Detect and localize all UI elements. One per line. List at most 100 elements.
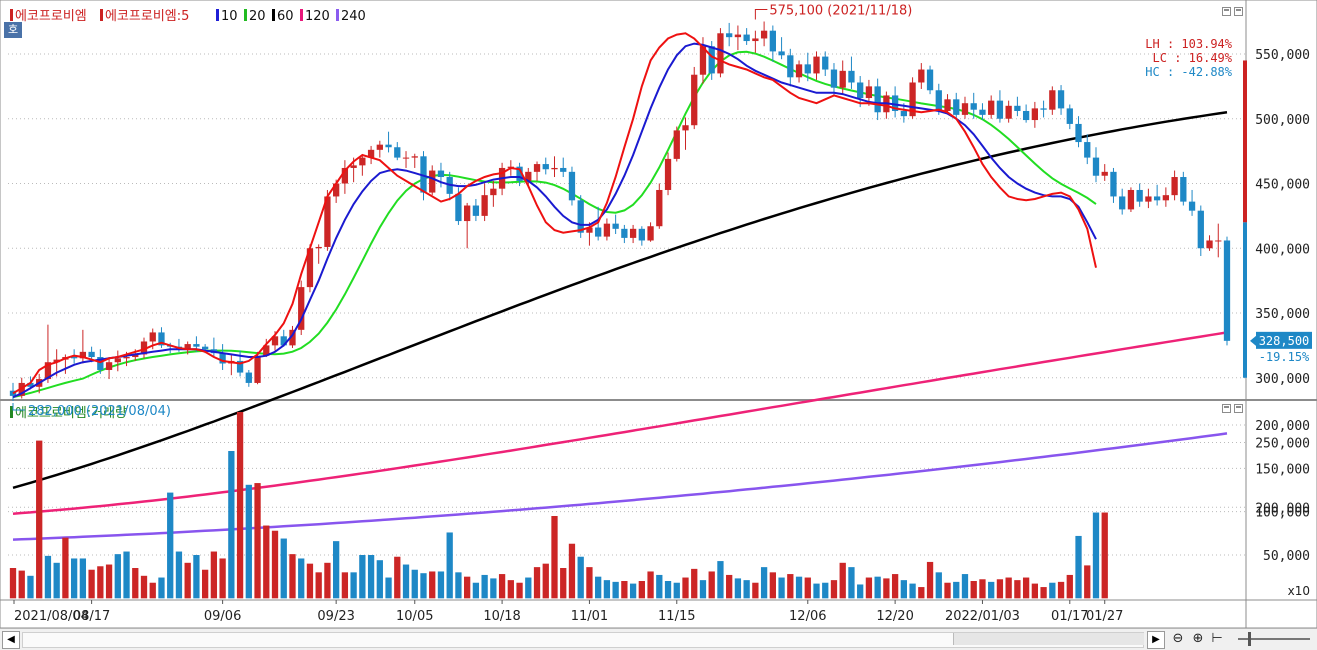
candle-body[interactable] xyxy=(219,353,226,364)
volume-bar[interactable] xyxy=(752,582,759,599)
volume-bar[interactable] xyxy=(446,532,453,599)
candle-body[interactable] xyxy=(533,164,541,172)
volume-bar[interactable] xyxy=(865,577,873,599)
volume-bar[interactable] xyxy=(464,576,471,599)
candle-body[interactable] xyxy=(1084,142,1091,158)
volume-bar[interactable] xyxy=(27,575,34,599)
volume-bar[interactable] xyxy=(306,563,314,599)
candle-body[interactable] xyxy=(647,226,654,241)
candle-body[interactable] xyxy=(961,103,969,115)
candle-body[interactable] xyxy=(691,74,698,126)
volume-bar[interactable] xyxy=(542,563,549,599)
candle-body[interactable] xyxy=(944,99,951,111)
volume-bar[interactable] xyxy=(595,576,602,599)
candle-body[interactable] xyxy=(1049,90,1056,110)
candle-body[interactable] xyxy=(402,157,410,159)
candle-body[interactable] xyxy=(140,341,148,355)
candle-body[interactable] xyxy=(1145,196,1152,202)
volume-bar[interactable] xyxy=(769,572,776,599)
candle-body[interactable] xyxy=(1162,195,1170,201)
volume-bar[interactable] xyxy=(193,555,200,599)
candle-body[interactable] xyxy=(18,382,25,396)
candle-body[interactable] xyxy=(865,86,873,99)
candle-body[interactable] xyxy=(891,95,899,111)
candle-body[interactable] xyxy=(1119,196,1126,210)
volume-bar[interactable] xyxy=(883,578,890,599)
candle-body[interactable] xyxy=(586,227,593,233)
chart-type-icon[interactable]: 호 xyxy=(4,22,22,38)
volume-bar[interactable] xyxy=(376,560,383,599)
maximize-price-pane-icon[interactable] xyxy=(1234,7,1243,16)
volume-bar[interactable] xyxy=(857,584,864,599)
candle-body[interactable] xyxy=(621,228,628,238)
volume-bar[interactable] xyxy=(682,577,689,599)
candle-body[interactable] xyxy=(848,70,855,83)
minimize-volume-pane-icon[interactable] xyxy=(1222,404,1231,413)
candle-body[interactable] xyxy=(874,86,881,113)
maximize-volume-pane-icon[interactable] xyxy=(1234,404,1243,413)
volume-bar[interactable] xyxy=(551,516,558,599)
candle-body[interactable] xyxy=(577,200,584,233)
volume-bar[interactable] xyxy=(140,575,148,599)
candle-body[interactable] xyxy=(184,344,191,350)
volume-bar[interactable] xyxy=(105,564,113,599)
volume-bar[interactable] xyxy=(18,570,25,599)
candle-body[interactable] xyxy=(298,287,305,330)
candle-body[interactable] xyxy=(1180,177,1187,202)
volume-bar[interactable] xyxy=(813,583,820,599)
scroll-thumb[interactable] xyxy=(953,633,1144,645)
candle-body[interactable] xyxy=(699,46,707,75)
candle-body[interactable] xyxy=(123,357,130,359)
volume-bar[interactable] xyxy=(1049,582,1056,599)
volume-bar[interactable] xyxy=(367,555,375,599)
candle-body[interactable] xyxy=(420,156,427,193)
candle-body[interactable] xyxy=(603,223,611,237)
candle-body[interactable] xyxy=(813,56,820,74)
candle-body[interactable] xyxy=(656,189,663,227)
candle-body[interactable] xyxy=(1136,189,1143,202)
scroll-right-arrow-icon[interactable]: ▶ xyxy=(1147,631,1165,649)
candle-body[interactable] xyxy=(132,354,139,358)
volume-bar[interactable] xyxy=(734,578,742,599)
volume-bar[interactable] xyxy=(577,556,584,599)
candle-body[interactable] xyxy=(114,358,121,363)
volume-bar[interactable] xyxy=(760,567,768,599)
candle-body[interactable] xyxy=(1127,189,1135,210)
volume-bar[interactable] xyxy=(490,578,497,599)
volume-bar[interactable] xyxy=(254,483,261,599)
volume-bar[interactable] xyxy=(560,568,567,599)
volume-bar[interactable] xyxy=(298,558,305,599)
volume-bar[interactable] xyxy=(979,579,986,599)
volume-bar[interactable] xyxy=(699,580,707,599)
volume-bar[interactable] xyxy=(455,572,462,599)
candle-body[interactable] xyxy=(1101,171,1108,176)
volume-bar[interactable] xyxy=(787,574,794,599)
volume-bar[interactable] xyxy=(1101,512,1108,599)
candle-body[interactable] xyxy=(472,205,480,216)
volume-bar[interactable] xyxy=(385,577,392,599)
candle-body[interactable] xyxy=(271,336,279,346)
volume-bar[interactable] xyxy=(97,566,104,599)
candle-body[interactable] xyxy=(778,51,785,56)
candle-body[interactable] xyxy=(551,167,558,170)
volume-bar[interactable] xyxy=(1031,583,1039,599)
candle-body[interactable] xyxy=(490,188,497,196)
volume-bar[interactable] xyxy=(586,567,593,599)
volume-bar[interactable] xyxy=(743,580,750,599)
candle-body[interactable] xyxy=(1215,240,1222,242)
candle-body[interactable] xyxy=(769,30,776,52)
volume-bar[interactable] xyxy=(1057,581,1065,599)
volume-bar[interactable] xyxy=(926,561,934,599)
volume-bar[interactable] xyxy=(1040,587,1047,599)
zoom-slider-knob[interactable] xyxy=(1248,632,1251,646)
candle-body[interactable] xyxy=(717,33,724,74)
candle-body[interactable] xyxy=(394,147,401,158)
candle-body[interactable] xyxy=(822,56,829,70)
zoom-slider-track[interactable] xyxy=(1238,638,1310,640)
volume-bar[interactable] xyxy=(123,551,130,599)
volume-bar[interactable] xyxy=(656,574,663,599)
volume-bar[interactable] xyxy=(726,574,733,599)
volume-bar[interactable] xyxy=(970,581,977,599)
candle-body[interactable] xyxy=(385,144,392,148)
candle-body[interactable] xyxy=(516,166,523,181)
